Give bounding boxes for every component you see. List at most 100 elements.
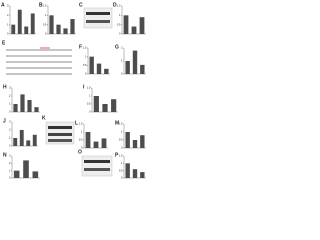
- panel-label: N: [3, 152, 7, 158]
- y-tick-label: 1: [119, 13, 121, 17]
- y-tick-label: 1: [121, 130, 123, 134]
- bar: [13, 104, 18, 112]
- y-tick-label: 1: [81, 130, 83, 134]
- y-tick-label: 0: [9, 176, 11, 180]
- bar: [11, 24, 16, 34]
- bar: [131, 26, 137, 34]
- panel-label: M: [115, 120, 119, 126]
- bar: [93, 141, 99, 148]
- y-tick-label: 1.5: [87, 86, 91, 90]
- panel-label: D: [113, 2, 117, 8]
- bar: [20, 94, 25, 112]
- bar: [125, 61, 130, 74]
- bar: [13, 138, 18, 146]
- y-tick-label: 3: [9, 120, 11, 124]
- y-tick-label: 1.5: [119, 122, 123, 126]
- bar: [13, 170, 20, 178]
- bar: [49, 15, 54, 35]
- bar: [123, 15, 129, 35]
- y-tick-label: 2: [7, 13, 9, 17]
- sequence-alignment: [6, 47, 72, 75]
- panel-label: K: [42, 115, 46, 121]
- y-tick-label: 1: [85, 54, 87, 58]
- y-tick-label: 1.5: [43, 4, 47, 8]
- y-tick-label: 0: [81, 146, 83, 150]
- y-tick-label: 0.5: [87, 102, 91, 106]
- bar: [26, 140, 31, 146]
- bar: [56, 24, 61, 34]
- panel-label: G: [115, 44, 119, 50]
- panel-label: O: [78, 149, 82, 155]
- y-tick-label: 0: [7, 32, 9, 36]
- bar: [30, 13, 35, 34]
- bar: [17, 9, 22, 34]
- y-tick-label: 2: [9, 128, 11, 132]
- y-tick-label: 1.5: [119, 154, 123, 158]
- bar: [19, 130, 24, 146]
- panel-label: B: [39, 2, 43, 8]
- bar: [140, 64, 145, 74]
- bar: [23, 160, 29, 178]
- blot: [45, 121, 75, 145]
- y-tick-label: 0.5: [119, 138, 123, 142]
- panel-label: H: [3, 84, 7, 90]
- y-tick-label: 1: [45, 13, 47, 17]
- y-tick-label: 1.5: [79, 122, 83, 126]
- blot: [81, 155, 113, 177]
- blot: [83, 7, 113, 29]
- panel-label: L: [75, 120, 78, 126]
- y-tick-label: 0: [85, 72, 87, 76]
- y-tick-label: 1: [9, 136, 11, 140]
- bar: [32, 171, 39, 178]
- bar: [132, 169, 138, 178]
- bar: [132, 140, 138, 148]
- bar: [140, 135, 145, 148]
- y-tick-label: 0.5: [43, 22, 47, 26]
- y-tick-label: 3: [9, 154, 11, 158]
- y-tick-label: 0: [119, 32, 121, 36]
- y-tick-label: 2: [121, 46, 123, 50]
- bar: [132, 50, 138, 74]
- bar: [102, 104, 108, 112]
- y-tick-label: 1: [9, 102, 11, 106]
- bar: [139, 17, 145, 34]
- bar: [27, 100, 32, 112]
- y-tick-label: 1.5: [83, 46, 87, 50]
- y-tick-label: 0: [45, 32, 47, 36]
- bar: [32, 134, 37, 146]
- y-tick-label: 0: [89, 110, 91, 114]
- y-tick-label: 1: [121, 59, 123, 63]
- y-tick-label: 0: [121, 176, 123, 180]
- panel-label: I: [83, 84, 85, 90]
- panel-label: C: [79, 2, 83, 8]
- y-tick-label: 0: [9, 110, 11, 114]
- bar: [89, 56, 94, 74]
- y-tick-label: 3: [7, 4, 9, 8]
- y-tick-label: 1: [121, 161, 123, 165]
- y-tick-label: 0.5: [119, 168, 123, 172]
- y-tick-label: 1: [7, 22, 9, 26]
- y-tick-label: 0.5: [83, 63, 87, 67]
- y-tick-label: 0.5: [117, 22, 121, 26]
- y-tick-label: 2: [9, 161, 11, 165]
- panel-label: J: [3, 118, 6, 124]
- y-tick-label: 3: [9, 86, 11, 90]
- y-tick-label: 1.5: [117, 4, 121, 8]
- bar: [63, 28, 68, 34]
- y-tick-label: 1: [9, 168, 11, 172]
- bar: [85, 132, 91, 148]
- y-tick-label: 1: [89, 94, 91, 98]
- bar: [140, 172, 145, 178]
- y-tick-label: 0: [121, 72, 123, 76]
- panel-label: P: [115, 152, 119, 158]
- bar: [125, 132, 130, 148]
- page: {"chart_data": [ {"type": "bar", "panel"…: [1, 2, 146, 180]
- bar: [104, 68, 109, 74]
- panel-label: F: [79, 44, 82, 50]
- y-tick-label: 2: [9, 94, 11, 98]
- y-tick-label: 0: [9, 144, 11, 148]
- y-tick-label: 0: [121, 146, 123, 150]
- bar: [111, 99, 117, 112]
- bar: [34, 107, 39, 112]
- panel-label: E: [2, 40, 6, 46]
